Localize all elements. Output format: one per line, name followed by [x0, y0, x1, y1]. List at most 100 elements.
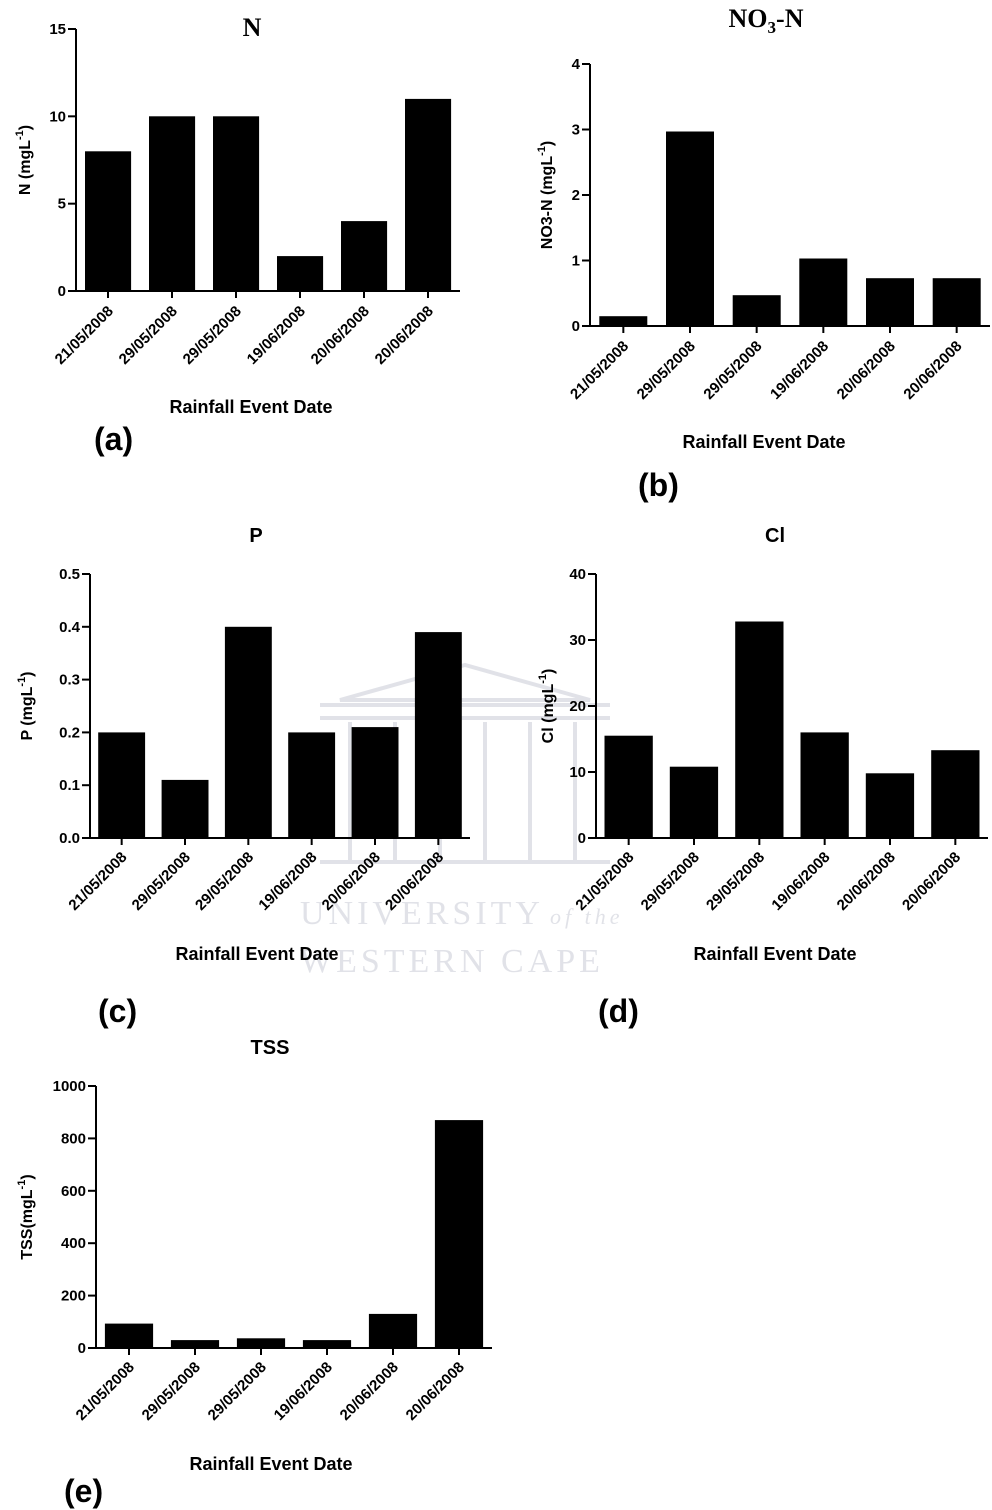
chart-panel-a: N05101521/05/200829/05/200829/05/200819/…	[14, 13, 460, 457]
x-tick-label: 19/06/2008	[767, 338, 832, 403]
bar	[213, 116, 260, 291]
bar	[932, 278, 981, 326]
x-tick-label: 29/05/2008	[139, 1359, 204, 1424]
y-tick-label: 30	[569, 632, 586, 649]
bar	[104, 1323, 154, 1348]
x-tick-label: 20/06/2008	[900, 338, 965, 403]
y-tick-label: 0	[78, 1340, 86, 1357]
x-tick-label: 29/05/2008	[116, 303, 181, 368]
x-axis-label: Rainfall Event Date	[175, 944, 338, 964]
y-axis-label: N (mgL-1)	[14, 125, 34, 195]
x-tick-label: 20/06/2008	[403, 1359, 468, 1424]
bar	[341, 221, 388, 291]
x-axis-label: Rainfall Event Date	[693, 944, 856, 964]
bar	[288, 732, 336, 838]
bar	[735, 621, 784, 838]
x-tick-label: 20/06/2008	[899, 849, 964, 914]
panel-label: (a)	[94, 421, 133, 457]
bar	[604, 735, 653, 838]
x-axis-label: Rainfall Event Date	[682, 432, 845, 452]
bar	[434, 1120, 484, 1348]
panel-label: (c)	[98, 993, 137, 1029]
y-tick-label: 200	[61, 1288, 86, 1305]
y-tick-label: 40	[569, 566, 586, 583]
bar	[302, 1340, 352, 1348]
chart-title-main: TSS	[251, 1037, 290, 1059]
y-axis-label-superscript: -1	[16, 1180, 28, 1190]
x-tick-label: 29/05/2008	[703, 849, 768, 914]
chart-title: TSS	[251, 1037, 290, 1059]
bar	[669, 766, 719, 838]
x-axis-label: Rainfall Event Date	[189, 1454, 352, 1474]
x-tick-label: 29/05/2008	[700, 338, 765, 403]
y-axis-label-superscript: -1	[16, 677, 28, 687]
x-tick-label: 20/06/2008	[308, 303, 373, 368]
y-tick-label: 1000	[53, 1078, 86, 1095]
y-tick-label: 0.5	[59, 566, 80, 583]
y-axis-label: Cl (mgL-1)	[537, 669, 557, 744]
bar	[732, 295, 781, 326]
chart-title: N	[243, 13, 262, 42]
y-axis-label-tail: )	[17, 125, 34, 130]
watermark-line2: WESTERN CAPE	[300, 943, 604, 980]
x-tick-label: 29/05/2008	[634, 338, 699, 403]
chart-title-main: Cl	[765, 525, 785, 547]
x-tick-label: 21/05/2008	[52, 303, 117, 368]
y-axis-label: NO3-N (mgL-1)	[536, 141, 556, 249]
bar	[414, 632, 462, 838]
chart-title-tail: -N	[776, 4, 804, 33]
panel-label: (b)	[638, 467, 679, 503]
x-tick-label: 20/06/2008	[372, 303, 437, 368]
y-tick-label: 5	[58, 196, 66, 213]
bar	[931, 750, 980, 838]
y-tick-label: 10	[569, 764, 586, 781]
y-tick-label: 0.2	[59, 724, 80, 741]
chart-title-main: N	[243, 13, 262, 42]
bar	[800, 732, 849, 838]
bar	[98, 732, 146, 838]
y-tick-label: 0	[578, 830, 586, 847]
y-axis-label: TSS(mgL-1)	[16, 1174, 36, 1259]
x-tick-label: 20/06/2008	[337, 1359, 402, 1424]
bar	[85, 151, 132, 291]
bar	[865, 773, 915, 838]
y-axis-label-main: NO3-N (mgL	[539, 156, 556, 250]
bar	[799, 258, 848, 326]
x-tick-label: 20/06/2008	[834, 338, 899, 403]
bar	[277, 256, 324, 291]
y-axis-label-tail: )	[19, 1174, 36, 1179]
y-axis-label-tail: )	[540, 669, 557, 674]
chart-title-main: NO	[729, 4, 768, 33]
y-tick-label: 10	[49, 108, 66, 125]
y-axis-label: P (mgL-1)	[16, 671, 36, 740]
chart-title: Cl	[765, 525, 785, 547]
bar	[368, 1313, 418, 1348]
y-tick-label: 0	[58, 283, 66, 300]
chart-title-subscript: 3	[768, 18, 777, 37]
x-tick-label: 29/05/2008	[129, 849, 194, 914]
x-tick-label: 21/05/2008	[73, 1359, 138, 1424]
y-axis-label-main: P (mgL	[19, 686, 36, 740]
bar	[224, 626, 272, 838]
x-tick-label: 20/06/2008	[834, 849, 899, 914]
y-tick-label: 400	[61, 1235, 86, 1252]
y-tick-label: 1	[572, 253, 580, 270]
y-tick-label: 800	[61, 1130, 86, 1147]
bar	[405, 98, 452, 292]
panel-label: (e)	[64, 1473, 103, 1509]
x-tick-label: 19/06/2008	[271, 1359, 336, 1424]
y-axis-label-tail: )	[539, 141, 556, 146]
chart-title: NO3-N	[729, 4, 804, 37]
x-tick-label: 21/05/2008	[567, 338, 632, 403]
y-tick-label: 3	[572, 122, 580, 139]
x-tick-label: 29/05/2008	[192, 849, 257, 914]
bar	[666, 131, 714, 326]
y-axis-label-superscript: -1	[14, 130, 26, 140]
y-tick-label: 2	[572, 187, 580, 204]
x-tick-label: 21/05/2008	[65, 849, 130, 914]
chart-title-main: P	[249, 525, 262, 547]
chart-title: P	[249, 525, 262, 547]
